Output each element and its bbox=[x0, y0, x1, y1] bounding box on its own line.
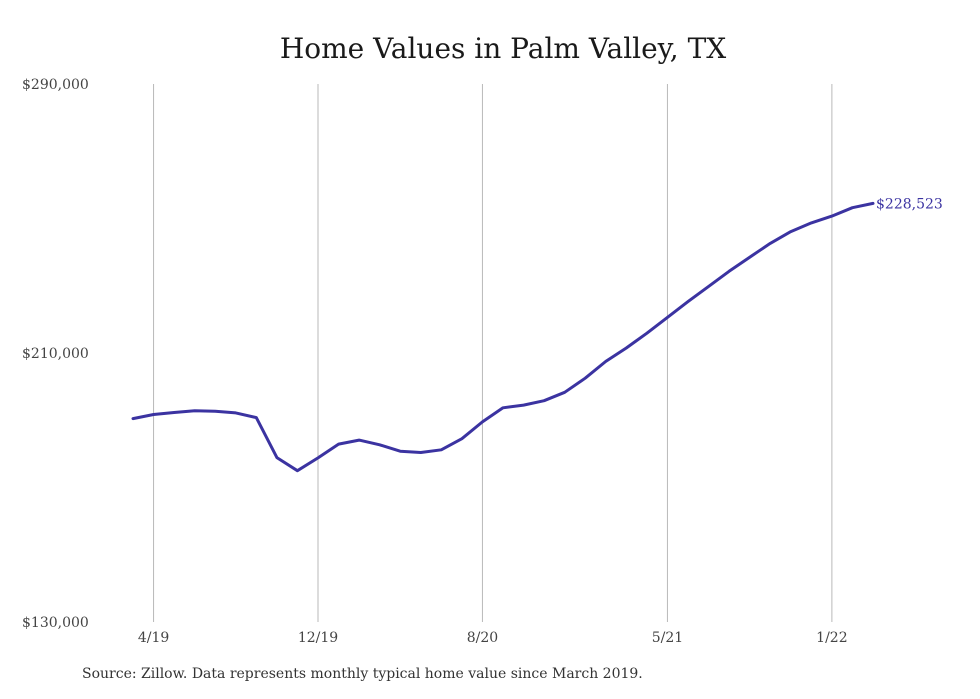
x-tick-label: 8/20 bbox=[467, 630, 498, 646]
x-tick-label: 5/21 bbox=[652, 630, 683, 646]
x-axis-ticks: 4/19 12/19 8/20 5/21 1/22 bbox=[138, 630, 848, 646]
chart-title: Home Values in Palm Valley, TX bbox=[280, 32, 726, 65]
y-tick-label: $210,000 bbox=[22, 346, 89, 362]
gridlines bbox=[153, 84, 833, 622]
y-axis-ticks: $130,000 $210,000 $290,000 bbox=[22, 77, 89, 631]
x-tick-label: 1/22 bbox=[816, 630, 847, 646]
source-note: Source: Zillow. Data represents monthly … bbox=[82, 666, 643, 682]
x-tick-label: 12/19 bbox=[298, 630, 338, 646]
y-tick-label: $290,000 bbox=[22, 77, 89, 93]
home-value-series-line bbox=[131, 201, 875, 473]
x-tick-label: 4/19 bbox=[138, 630, 169, 646]
line-chart: Home Values in Palm Valley, TX $130,000$… bbox=[22, 32, 943, 646]
latest-value-label: $228,523 bbox=[876, 196, 943, 212]
y-tick-label: $130,000 bbox=[22, 615, 89, 631]
